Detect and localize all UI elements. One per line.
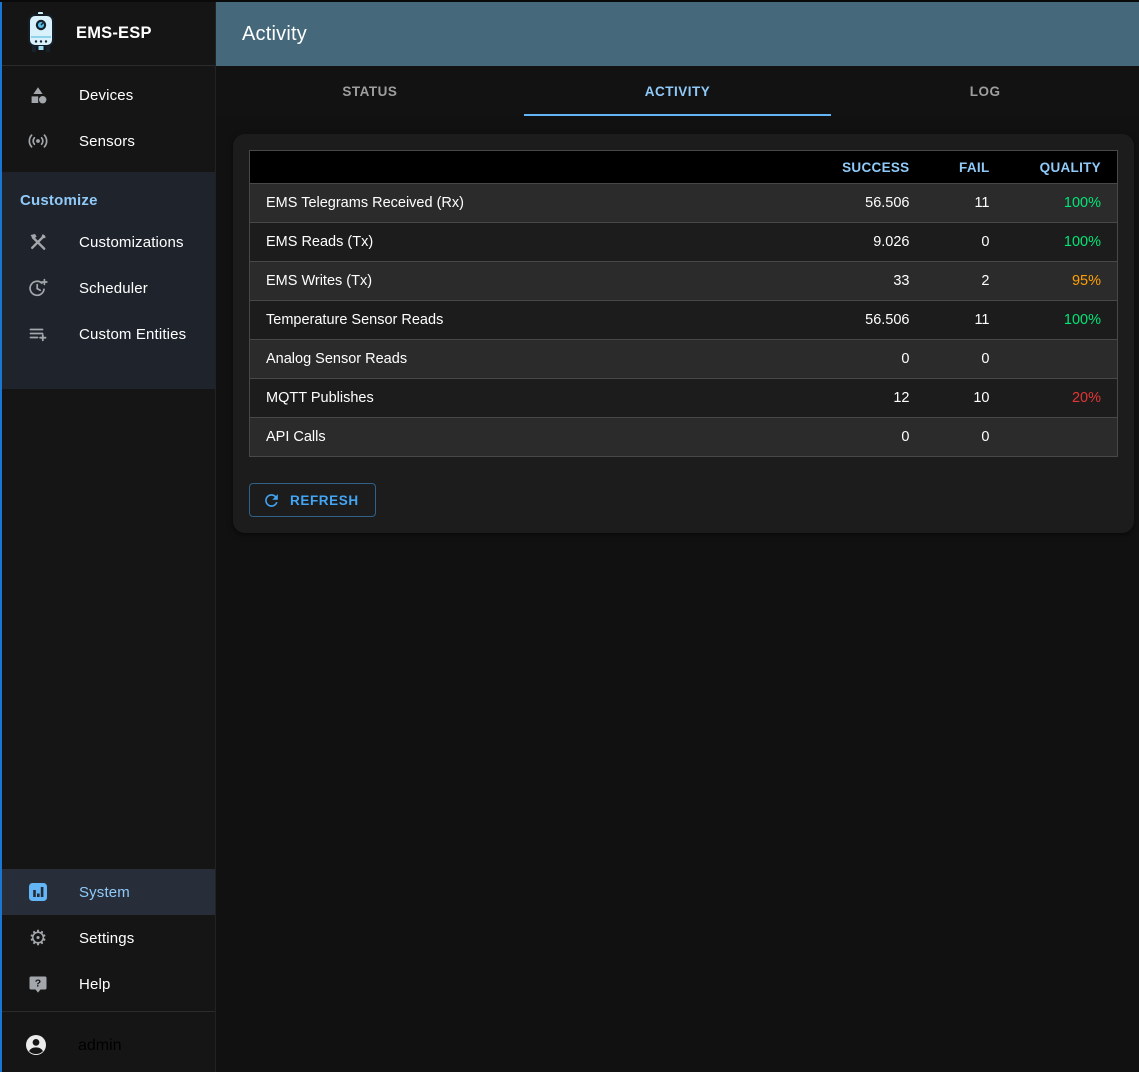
- playlist-add-icon: [27, 323, 49, 345]
- quality-value: 100%: [1005, 300, 1118, 340]
- table-row: Temperature Sensor Reads 56.506 11 100%: [249, 300, 1118, 340]
- customize-section-title: Customize: [20, 192, 98, 209]
- success-value: 9.026: [805, 222, 926, 262]
- tab-indicator: [523, 114, 832, 116]
- refresh-icon: [262, 491, 281, 510]
- success-value: 0: [805, 339, 926, 379]
- table-row: Analog Sensor Reads 0 0: [249, 339, 1118, 379]
- analytics-icon: [27, 881, 49, 903]
- success-value: 0: [805, 417, 926, 457]
- fail-value: 0: [925, 417, 1006, 457]
- sidebar-user-admin[interactable]: admin: [0, 1020, 215, 1072]
- quality-value: 20%: [1005, 378, 1118, 418]
- success-value: 12: [805, 378, 926, 418]
- fail-value: 11: [925, 300, 1006, 340]
- sidebar-item-customizations[interactable]: Customizations: [0, 219, 215, 265]
- sidebar-item-label: Help: [79, 975, 111, 993]
- sidebar-item-label: Customizations: [79, 233, 184, 251]
- table-row: EMS Reads (Tx) 9.026 0 100%: [249, 222, 1118, 262]
- fail-value: 11: [925, 183, 1006, 223]
- tab-activity[interactable]: ACTIVITY: [523, 66, 832, 116]
- sensors-icon: [27, 130, 49, 152]
- column-header-quality: QUALITY: [1005, 150, 1118, 184]
- main-header: Activity: [216, 2, 1139, 66]
- sidebar-nav-top: Devices Sensors: [0, 66, 215, 172]
- sidebar-item-scheduler[interactable]: Scheduler: [0, 265, 215, 311]
- gear-icon: ⚙︎: [28, 925, 48, 950]
- fail-value: 0: [925, 222, 1006, 262]
- metric-name: EMS Telegrams Received (Rx): [249, 183, 806, 223]
- boiler-logo-icon: [22, 11, 60, 57]
- metric-name: Temperature Sensor Reads: [249, 300, 806, 340]
- tab-bar: STATUS ACTIVITY LOG: [216, 66, 1139, 116]
- metric-name: EMS Writes (Tx): [249, 261, 806, 301]
- fail-value: 2: [925, 261, 1006, 301]
- help-icon: ?: [27, 973, 49, 995]
- fail-value: 10: [925, 378, 1006, 418]
- quality-value: 95%: [1005, 261, 1118, 301]
- sidebar: EMS-ESP Devices: [0, 2, 216, 1072]
- metric-name: API Calls: [249, 417, 806, 457]
- metric-name: MQTT Publishes: [249, 378, 806, 418]
- sidebar-item-custom-entities[interactable]: Custom Entities: [0, 311, 215, 357]
- account-circle-icon: [24, 1033, 50, 1059]
- sidebar-item-label: Scheduler: [79, 279, 148, 297]
- refresh-button[interactable]: REFRESH: [249, 483, 376, 517]
- sidebar-item-help[interactable]: ? Help: [0, 961, 215, 1007]
- table-header-row: SUCCESS FAIL QUALITY: [249, 150, 1118, 184]
- table-row: EMS Writes (Tx) 33 2 95%: [249, 261, 1118, 301]
- sidebar-item-system[interactable]: System: [0, 869, 215, 915]
- sidebar-item-sensors[interactable]: Sensors: [0, 118, 215, 164]
- main-area: Activity STATUS ACTIVITY LOG: [216, 2, 1139, 1072]
- sidebar-item-label: Settings: [79, 929, 135, 947]
- sidebar-item-settings[interactable]: ⚙︎ Settings: [0, 915, 215, 961]
- user-label: admin: [78, 1037, 122, 1054]
- success-value: 33: [805, 261, 926, 301]
- left-accent-bar: [0, 2, 2, 1072]
- tab-status[interactable]: STATUS: [216, 66, 524, 116]
- sidebar-item-label: Custom Entities: [79, 325, 187, 343]
- tab-label: ACTIVITY: [644, 83, 711, 99]
- tab-log[interactable]: LOG: [831, 66, 1139, 116]
- category-icon: [27, 84, 49, 106]
- sidebar-item-devices[interactable]: Devices: [0, 72, 215, 118]
- metric-name: Analog Sensor Reads: [249, 339, 806, 379]
- tab-label: LOG: [969, 83, 1001, 99]
- metric-name: EMS Reads (Tx): [249, 222, 806, 262]
- tab-label: STATUS: [342, 83, 398, 99]
- sidebar-spacer: [0, 389, 215, 869]
- page-title: Activity: [242, 22, 307, 45]
- column-header-success: SUCCESS: [805, 150, 926, 184]
- success-value: 56.506: [805, 300, 926, 340]
- column-header-name: [249, 150, 806, 184]
- activity-card: SUCCESS FAIL QUALITY EMS Telegrams Recei…: [233, 134, 1134, 533]
- sidebar-item-label: System: [79, 883, 130, 901]
- refresh-button-label: REFRESH: [290, 492, 359, 508]
- sidebar-header: EMS-ESP: [0, 2, 215, 66]
- app-title: EMS-ESP: [76, 24, 152, 42]
- construction-icon: [27, 231, 49, 253]
- more-time-icon: [27, 277, 49, 299]
- quality-value: 100%: [1005, 183, 1118, 223]
- activity-table: SUCCESS FAIL QUALITY EMS Telegrams Recei…: [249, 150, 1118, 457]
- quality-value: 100%: [1005, 222, 1118, 262]
- quality-value: [1005, 417, 1118, 457]
- table-row: MQTT Publishes 12 10 20%: [249, 378, 1118, 418]
- success-value: 56.506: [805, 183, 926, 223]
- sidebar-customize-section: Customize Customizations: [0, 172, 215, 389]
- sidebar-divider: [0, 1011, 215, 1012]
- sidebar-item-label: Sensors: [79, 132, 136, 150]
- table-row: EMS Telegrams Received (Rx) 56.506 11 10…: [249, 183, 1118, 223]
- fail-value: 0: [925, 339, 1006, 379]
- quality-value: [1005, 339, 1118, 379]
- svg-text:?: ?: [35, 978, 41, 990]
- column-header-fail: FAIL: [925, 150, 1006, 184]
- table-row: API Calls 0 0: [249, 417, 1118, 457]
- sidebar-item-label: Devices: [79, 86, 134, 104]
